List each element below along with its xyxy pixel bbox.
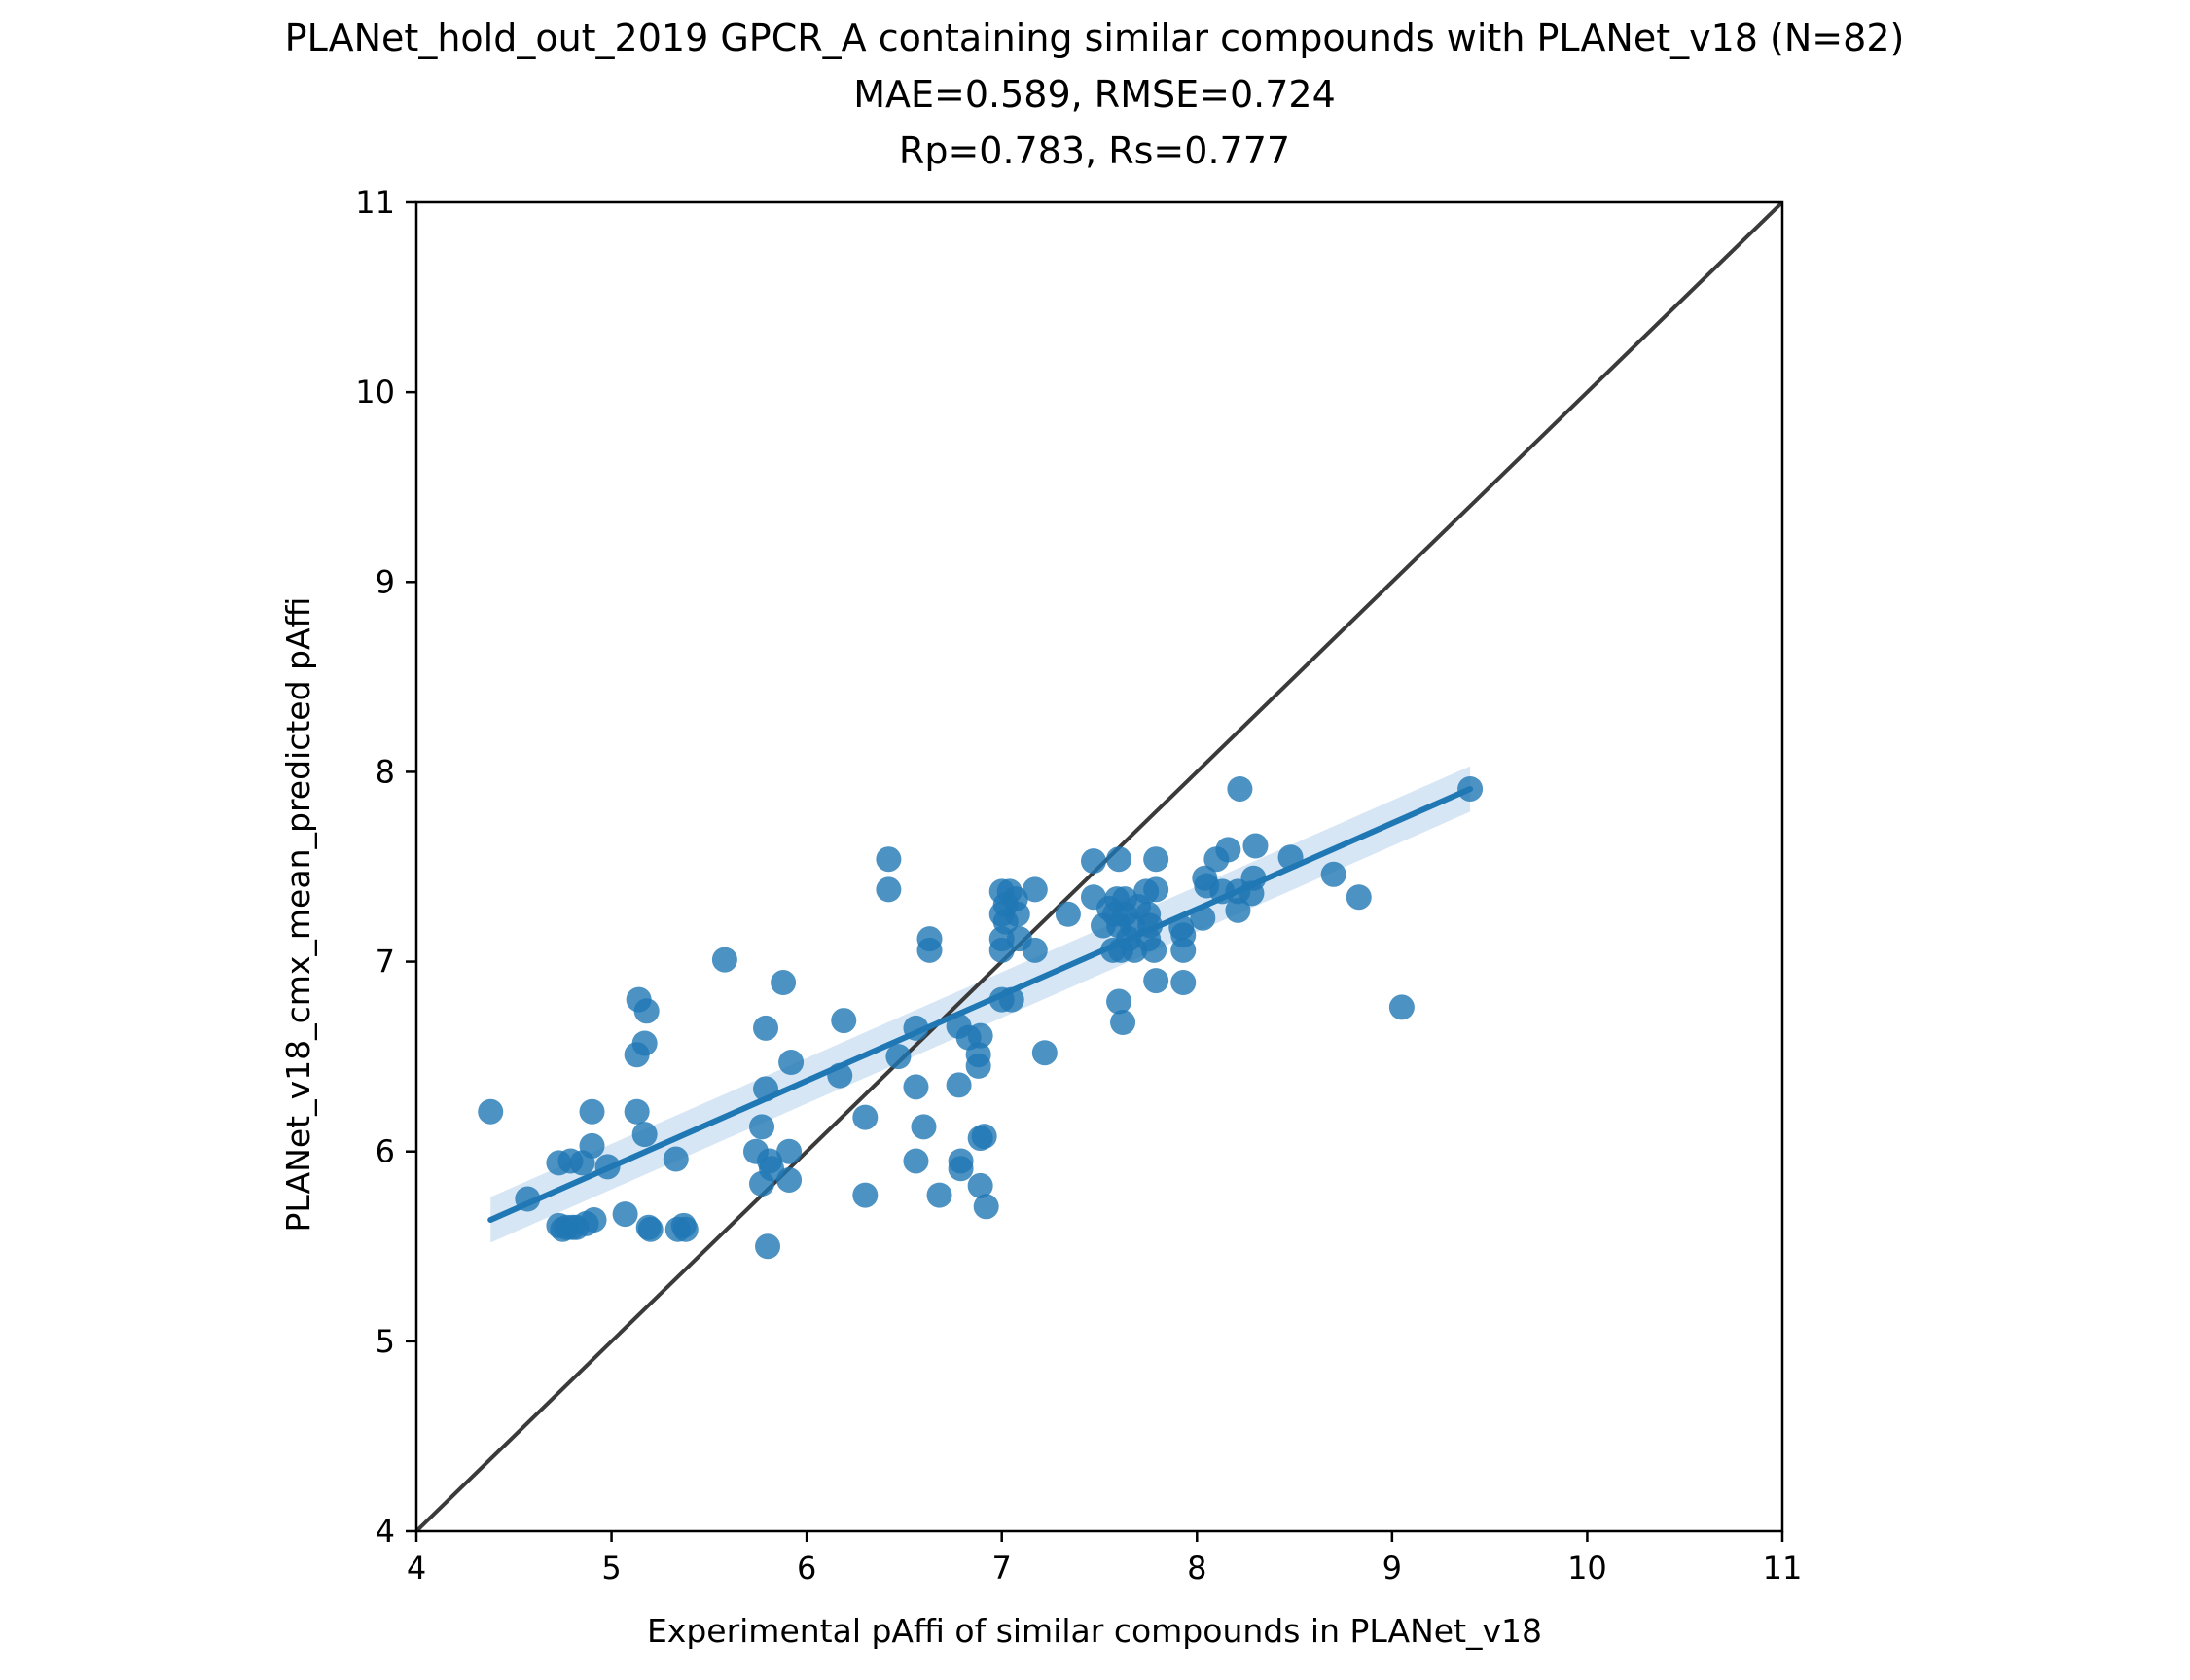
y-tick-label: 4 xyxy=(376,1513,395,1550)
y-tick-label: 5 xyxy=(376,1323,395,1360)
x-tick-label: 9 xyxy=(1382,1550,1402,1587)
data-point xyxy=(876,876,902,903)
data-point xyxy=(637,1216,664,1242)
data-point xyxy=(1225,897,1251,923)
data-point xyxy=(1080,848,1106,875)
data-point xyxy=(771,970,797,996)
x-tick-label: 11 xyxy=(1763,1550,1803,1587)
data-point xyxy=(581,1206,607,1233)
x-tick-label: 5 xyxy=(601,1550,621,1587)
data-point xyxy=(776,1166,803,1193)
regression-line xyxy=(487,785,1474,1223)
y-axis-label: PLANet_v18_cmx_mean_predicted pAffi xyxy=(279,597,317,1233)
data-point xyxy=(1170,937,1197,963)
data-point xyxy=(633,998,660,1024)
x-tick-label: 10 xyxy=(1567,1550,1607,1587)
data-point xyxy=(926,1182,952,1208)
axes-frame xyxy=(414,200,1784,1533)
y-tick-label: 8 xyxy=(376,753,395,790)
x-tick-label: 7 xyxy=(992,1550,1012,1587)
data-point xyxy=(672,1216,699,1242)
data-point xyxy=(624,1098,650,1125)
data-point xyxy=(711,947,737,973)
data-point xyxy=(916,937,943,963)
data-point xyxy=(579,1098,605,1125)
data-point xyxy=(1388,994,1415,1020)
data-point xyxy=(1346,884,1372,911)
data-point xyxy=(1170,970,1197,996)
data-point xyxy=(903,1148,929,1174)
data-point xyxy=(1022,876,1048,903)
data-point xyxy=(1143,846,1169,873)
plot-area xyxy=(414,200,1784,1533)
data-point xyxy=(753,1015,779,1041)
data-point xyxy=(971,1124,997,1150)
data-point xyxy=(755,1233,781,1260)
y-tick-label: 6 xyxy=(376,1133,395,1170)
data-point xyxy=(948,1156,974,1182)
data-point xyxy=(478,1098,504,1125)
y-tick-label: 7 xyxy=(376,944,395,981)
data-point xyxy=(631,1122,658,1148)
data-point xyxy=(831,1008,857,1034)
data-point xyxy=(1110,1010,1136,1036)
data-point xyxy=(852,1104,879,1130)
data-point xyxy=(1320,861,1346,887)
x-tick-label: 6 xyxy=(797,1550,816,1587)
data-point xyxy=(876,846,902,873)
x-axis-label: Experimental pAffi of similar compounds … xyxy=(647,1612,1542,1650)
data-point xyxy=(1004,901,1030,927)
x-tick-label: 8 xyxy=(1187,1550,1206,1587)
data-point xyxy=(776,1138,803,1164)
data-point xyxy=(1106,988,1132,1015)
data-point xyxy=(885,1044,912,1070)
data-point xyxy=(1055,901,1081,927)
data-point xyxy=(663,1146,689,1172)
data-point xyxy=(749,1114,775,1140)
data-point xyxy=(946,1072,972,1098)
data-point xyxy=(967,1172,993,1198)
data-point xyxy=(1242,833,1269,859)
y-tick-label: 11 xyxy=(355,184,395,221)
data-point xyxy=(852,1182,879,1208)
data-point xyxy=(1106,846,1132,873)
data-point xyxy=(1031,1040,1058,1066)
data-point xyxy=(1141,937,1167,963)
data-point xyxy=(612,1201,638,1228)
title-line-3: Rp=0.783, Rs=0.777 xyxy=(899,129,1290,172)
data-point xyxy=(1227,775,1253,802)
axis-ticks: 4 5 6 7 8 9 10 11 4 5 6 7 8 9 10 11 xyxy=(355,184,1802,1587)
data-point xyxy=(973,1194,999,1220)
data-point xyxy=(967,1022,993,1049)
data-point xyxy=(631,1030,658,1056)
title-line-1: PLANet_hold_out_2019 GPCR_A containing s… xyxy=(285,17,1905,59)
data-point xyxy=(965,1053,991,1079)
chart-title: PLANet_hold_out_2019 GPCR_A containing s… xyxy=(285,17,1905,172)
data-point xyxy=(579,1132,605,1159)
y-tick-label: 9 xyxy=(376,563,395,600)
data-point xyxy=(1143,968,1169,994)
data-point xyxy=(1022,937,1048,963)
y-tick-label: 10 xyxy=(355,374,395,411)
data-point xyxy=(911,1114,937,1140)
plot-inner xyxy=(416,202,1782,1531)
data-point xyxy=(1143,876,1169,903)
title-line-2: MAE=0.589, RMSE=0.724 xyxy=(853,73,1336,116)
data-point xyxy=(778,1049,805,1075)
data-point xyxy=(903,1074,929,1100)
data-point xyxy=(1215,837,1241,863)
x-tick-label: 4 xyxy=(407,1550,426,1587)
